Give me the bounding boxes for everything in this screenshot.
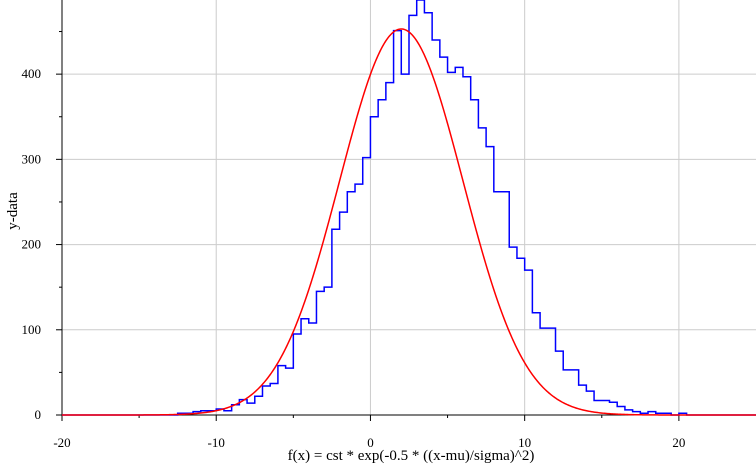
x-tick-labels: -20 -10 0 10 20 [53, 435, 685, 450]
y-tick-label: 400 [22, 66, 42, 81]
y-tick-label: 200 [22, 237, 42, 252]
y-tick-label: 100 [22, 322, 42, 337]
gaussian-fit-series [62, 28, 756, 416]
x-tick-label: 0 [367, 435, 374, 450]
axes [56, 0, 756, 421]
y-axis-title: y-data [5, 192, 21, 230]
y-tick-labels: 0 100 200 300 400 [22, 66, 42, 422]
histogram-series [62, 0, 756, 416]
x-tick-label: 10 [518, 435, 531, 450]
x-tick-label: 20 [672, 435, 685, 450]
x-axis-title: f(x) = cst * exp(-0.5 * ((x-mu)/sigma)^2… [288, 448, 535, 464]
x-tick-label: -20 [53, 435, 70, 450]
y-tick-label: 300 [22, 151, 42, 166]
series-group [62, 0, 756, 416]
x-tick-label: -10 [208, 435, 225, 450]
tick-marks [56, 31, 680, 421]
y-tick-label: 0 [35, 407, 42, 422]
